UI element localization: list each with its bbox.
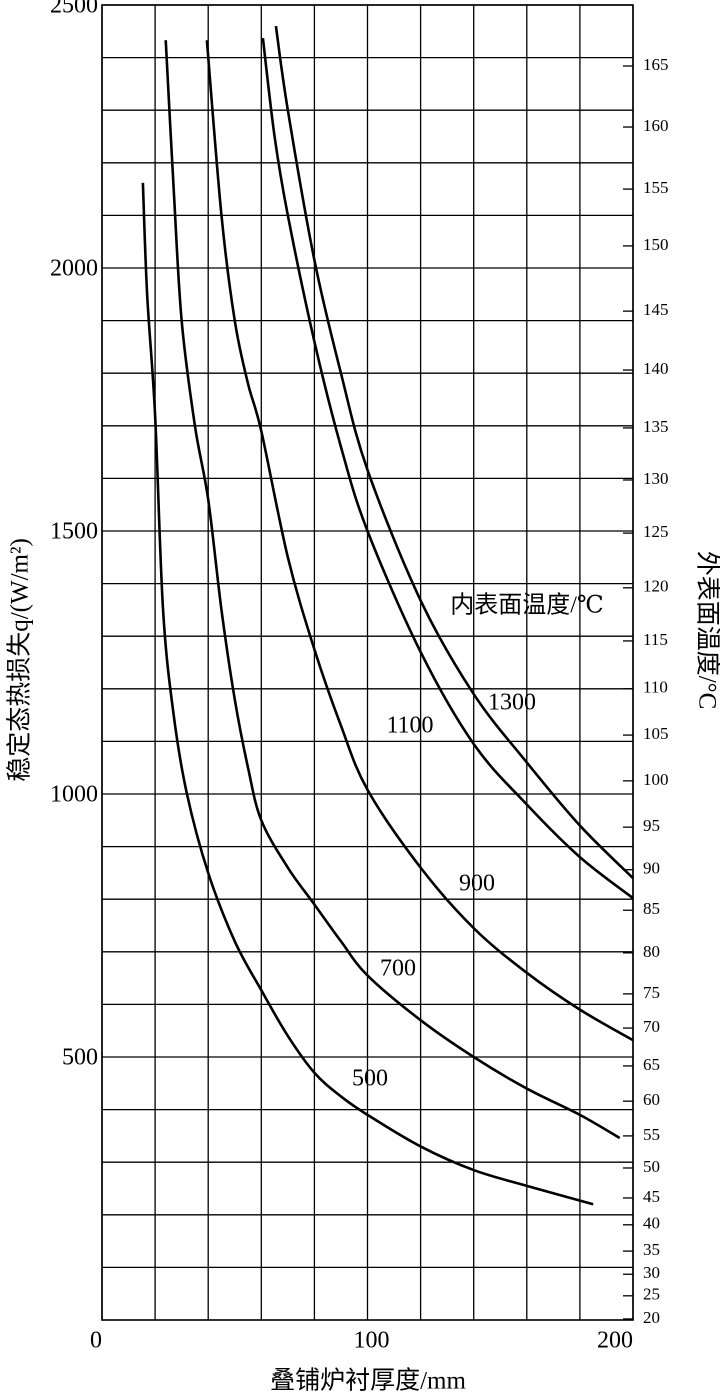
y-tick-label: 2500 bbox=[50, 0, 98, 19]
curve bbox=[164, 40, 621, 1140]
curve bbox=[141, 182, 594, 1206]
curve-label: 1100 bbox=[386, 713, 433, 739]
curve bbox=[261, 37, 634, 900]
y2-tick-label: 105 bbox=[643, 724, 669, 743]
y-tick-label: 1500 bbox=[50, 519, 98, 545]
y-axis-label: 稳定态热损失q/(W/m²) bbox=[6, 538, 34, 782]
y2-tick-label: 85 bbox=[643, 899, 660, 918]
y2-tick-label: 75 bbox=[643, 983, 660, 1002]
curve bbox=[205, 40, 634, 1042]
y2-tick-label: 165 bbox=[643, 55, 669, 74]
y2-axis-label: 外表面温度/°C bbox=[693, 551, 720, 710]
y2-tick-label: 120 bbox=[643, 577, 669, 596]
y2-tick-label: 160 bbox=[643, 116, 669, 135]
y2-tick-label: 135 bbox=[643, 417, 669, 436]
y2-tick-label: 35 bbox=[643, 1240, 660, 1259]
y2-tick-label: 90 bbox=[643, 859, 660, 878]
y2-tick-label: 25 bbox=[643, 1285, 660, 1304]
y2-tick-label: 115 bbox=[643, 630, 668, 649]
y2-tick-label: 145 bbox=[643, 300, 669, 319]
y2-tick-label: 40 bbox=[643, 1214, 660, 1233]
y2-tick-label: 65 bbox=[643, 1055, 660, 1074]
x-tick-label: 0 bbox=[90, 1328, 102, 1354]
y-tick-label: 1000 bbox=[50, 782, 98, 808]
curve-label: 700 bbox=[380, 956, 416, 982]
y-tick-label: 2000 bbox=[50, 256, 98, 282]
y2-tick-label: 60 bbox=[643, 1090, 660, 1109]
curve bbox=[274, 25, 634, 880]
y2-tick-label: 45 bbox=[643, 1187, 660, 1206]
y2-tick-label: 50 bbox=[643, 1157, 660, 1176]
y2-tick-label: 100 bbox=[643, 770, 669, 789]
curve-label: 1300 bbox=[488, 690, 536, 716]
y2-tick-label: 20 bbox=[643, 1308, 660, 1327]
y2-tick-label: 110 bbox=[643, 678, 668, 697]
y-tick-label: 500 bbox=[62, 1045, 98, 1071]
y2-tick-label: 125 bbox=[643, 522, 669, 541]
y2-tick-label: 130 bbox=[643, 469, 669, 488]
curve-label: 500 bbox=[352, 1066, 388, 1092]
x-tick-label: 100 bbox=[354, 1328, 390, 1354]
y2-tick-label: 55 bbox=[643, 1125, 660, 1144]
y2-tick-label: 70 bbox=[643, 1017, 660, 1036]
y2-tick-label: 95 bbox=[643, 816, 660, 835]
curve-label: 900 bbox=[459, 871, 495, 897]
y2-tick-label: 140 bbox=[643, 359, 669, 378]
y2-tick-label: 80 bbox=[643, 942, 660, 961]
x-axis-label: 叠铺炉衬厚度/mm bbox=[270, 1367, 466, 1395]
y2-tick-label: 150 bbox=[643, 235, 669, 254]
y2-tick-label: 30 bbox=[643, 1263, 660, 1282]
x-tick-label: 200 bbox=[597, 1328, 633, 1354]
y2-tick-label: 155 bbox=[643, 178, 669, 197]
